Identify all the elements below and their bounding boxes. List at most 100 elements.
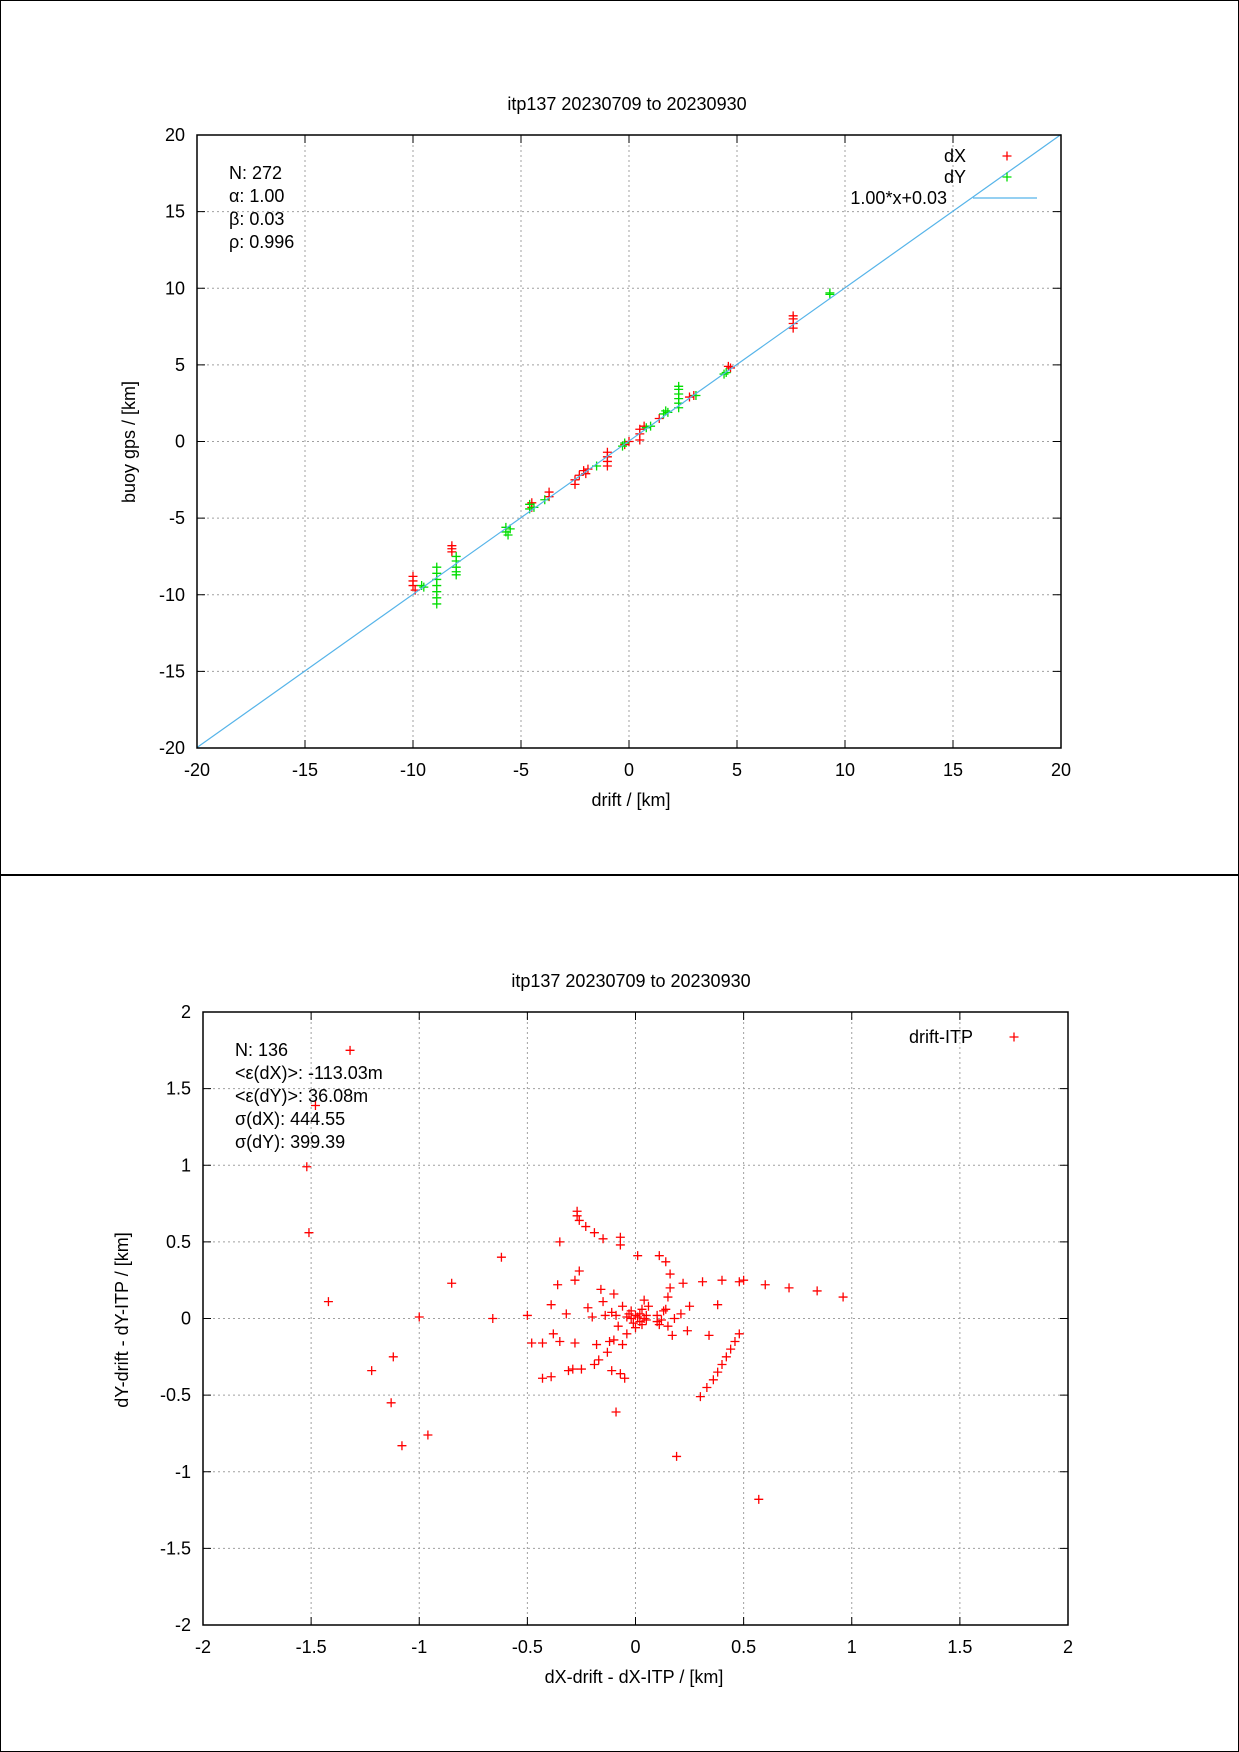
chart-bottom-point-drift-itp: [613, 1321, 623, 1331]
chart-bottom-point-drift-itp: [615, 1240, 625, 1250]
chart-bottom-point-drift-itp: [555, 1237, 565, 1247]
chart-top-ytick-label: -20: [159, 738, 185, 758]
chart-top-point-dx: [447, 547, 457, 557]
chart-bottom-point-drift-itp: [659, 1306, 669, 1316]
chart-bottom-point-drift-itp: [676, 1309, 686, 1319]
chart-bottom-point-drift-itp: [423, 1430, 433, 1440]
chart-bottom-point-drift-itp: [639, 1295, 649, 1305]
chart-top-point-dy: [529, 502, 539, 512]
chart-bottom-point-drift-itp: [546, 1300, 556, 1310]
chart-bottom-point-drift-itp: [682, 1326, 692, 1336]
chart-bottom-point-drift-itp: [323, 1297, 333, 1307]
chart-bottom-point-drift-itp: [576, 1364, 586, 1374]
chart-bottom-point-drift-itp: [669, 1314, 679, 1323]
chart-bottom-stat-line: N: 136: [235, 1040, 288, 1060]
chart-bottom-point-drift-itp: [572, 1206, 582, 1216]
chart-bottom-point-drift-itp: [488, 1314, 498, 1323]
chart-top-point-dy: [451, 570, 461, 580]
chart-bottom-point-drift-itp: [574, 1215, 584, 1225]
chart-bottom-point-drift-itp: [302, 1162, 312, 1172]
chart-top-xtick-label: 10: [835, 760, 855, 780]
chart-bottom-point-drift-itp: [611, 1407, 621, 1417]
chart-top-ytick-label: -5: [169, 508, 185, 528]
chart-bottom-xtick-label: 2: [1063, 1637, 1073, 1657]
chart-bottom-point-drift-itp: [594, 1355, 604, 1365]
chart-top-xtick-label: -15: [292, 760, 318, 780]
chart-bottom-ylabel: dY-drift - dY-ITP / [km]: [112, 1232, 132, 1407]
chart-bottom-xtick-label: -1: [411, 1637, 427, 1657]
chart-bottom-point-drift-itp: [672, 1451, 682, 1461]
chart-bottom-point-drift-itp: [589, 1359, 599, 1369]
chart-top-legend-swatch: [1002, 172, 1012, 182]
chart-bottom-point-drift-itp: [553, 1280, 563, 1290]
chart-bottom-point-drift-itp: [367, 1366, 377, 1376]
chart-bottom-ytick-label: 2: [181, 1002, 191, 1022]
chart-bottom-point-drift-itp: [496, 1252, 506, 1262]
chart-bottom-ytick-label: -2: [175, 1615, 191, 1635]
chart-bottom-point-drift-itp: [618, 1340, 628, 1350]
chart-bottom-point-drift-itp: [663, 1321, 673, 1331]
chart-top-xlabel: drift / [km]: [591, 790, 670, 810]
chart-bottom-point-drift-itp: [570, 1338, 580, 1348]
chart-bottom-point-drift-itp: [555, 1336, 565, 1346]
chart-bottom-point-drift-itp: [717, 1275, 727, 1285]
chart-bottom-point-drift-itp: [661, 1304, 671, 1314]
chart-top-point-dy: [674, 381, 684, 391]
chart-top-legend-swatch: [1002, 151, 1012, 161]
chart-bottom-point-drift-itp: [838, 1292, 848, 1302]
chart-bottom-ytick-label: -0.5: [160, 1385, 191, 1405]
chart-top-point-dy: [503, 530, 513, 540]
chart-bottom-point-drift-itp: [654, 1320, 664, 1330]
chart-bottom-point-drift-itp: [615, 1369, 625, 1379]
chart-top: itp137 20230709 to 20230930 drift / [km]…: [119, 94, 1071, 810]
chart-top-xtick-label: -5: [513, 760, 529, 780]
chart-top-ytick-label: 15: [165, 202, 185, 222]
chart-top-point-dy: [661, 406, 671, 416]
chart-bottom-point-drift-itp: [447, 1278, 457, 1288]
chart-bottom-point-drift-itp: [589, 1228, 599, 1238]
chart-bottom-point-drift-itp: [654, 1251, 664, 1261]
chart-bottom-point-drift-itp: [717, 1359, 727, 1369]
chart-bottom-point-drift-itp: [611, 1310, 621, 1320]
chart-top-point-dy: [620, 438, 630, 448]
chart-top-ytick-label: 5: [175, 355, 185, 375]
chart-bottom-point-drift-itp: [708, 1375, 718, 1385]
chart-top-stat-line: β: 0.03: [229, 209, 284, 229]
chart-top-fit-line: [196, 134, 1062, 749]
chart-bottom-point-drift-itp: [698, 1277, 708, 1287]
chart-top-stat-line: ρ: 0.996: [229, 232, 294, 252]
chart-bottom-ytick-label: 1.5: [166, 1079, 191, 1099]
chart-top-legend-label: dX: [944, 146, 966, 166]
chart-bottom-point-drift-itp: [702, 1382, 712, 1392]
chart-bottom-point-drift-itp: [620, 1373, 630, 1383]
chart-top-point-dy: [663, 407, 673, 417]
chart-bottom-point-drift-itp: [695, 1392, 705, 1402]
chart-bottom-point-drift-itp: [527, 1338, 537, 1348]
chart-top-point-dy: [432, 599, 442, 609]
chart-top-point-dx: [602, 461, 612, 471]
chart-bottom-point-drift-itp: [754, 1494, 764, 1504]
chart-bottom-ytick-label: -1.5: [160, 1538, 191, 1558]
chart-bottom-xtick-label: -2: [195, 1637, 211, 1657]
chart-bottom-point-drift-itp: [626, 1306, 636, 1316]
chart-bottom-point-drift-itp: [628, 1318, 638, 1328]
chart-top-xtick-label: -10: [400, 760, 426, 780]
chart-bottom-ytick-label: 0: [181, 1309, 191, 1329]
chart-bottom-point-drift-itp: [685, 1301, 695, 1311]
chart-bottom-point-drift-itp: [574, 1266, 584, 1276]
chart-bottom-ytick-label: -1: [175, 1462, 191, 1482]
chart-bottom-xtick-label: 0: [630, 1637, 640, 1657]
chart-bottom-point-drift-itp: [656, 1315, 666, 1325]
chart-bottom-point-drift-itp: [635, 1309, 645, 1319]
chart-bottom-point-drift-itp: [665, 1283, 675, 1293]
chart-bottom-point-drift-itp: [598, 1234, 608, 1244]
chart-bottom-stat-line: <ε(dX)>: -113.03m: [235, 1063, 383, 1083]
chart-top-ytick-label: 10: [165, 278, 185, 298]
chart-bottom-point-drift-itp: [596, 1284, 606, 1294]
chart-bottom-point-drift-itp: [592, 1340, 602, 1350]
chart-top-legend-label: dY: [944, 167, 966, 187]
chart-top-title: itp137 20230709 to 20230930: [507, 94, 746, 114]
chart-top-ytick-label: -10: [159, 585, 185, 605]
chart-top-point-dx: [408, 581, 418, 591]
chart-bottom-point-drift-itp: [538, 1338, 548, 1348]
